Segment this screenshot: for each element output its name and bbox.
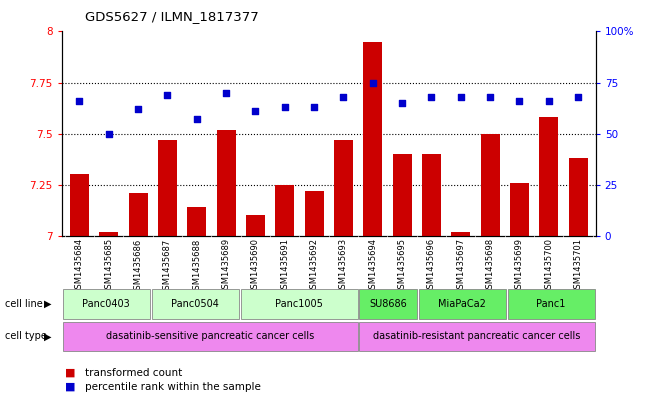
Bar (422, 154, 441, 236)
Bar (359, 322, 595, 351)
Bar (246, 215, 265, 236)
Bar (217, 130, 236, 236)
Bar (275, 185, 294, 236)
Text: Panc0403: Panc0403 (83, 299, 130, 309)
Text: cell line: cell line (5, 299, 43, 309)
Text: ▶: ▶ (44, 299, 52, 309)
Bar (334, 140, 353, 236)
Point (221, 90, 231, 96)
Bar (62, 322, 357, 351)
Bar (158, 140, 177, 236)
Text: GSM1435695: GSM1435695 (398, 238, 407, 294)
Bar (62, 289, 150, 319)
Text: GSM1435698: GSM1435698 (486, 238, 495, 294)
Text: GSM1435689: GSM1435689 (221, 238, 230, 294)
Text: GSM1435700: GSM1435700 (544, 238, 553, 294)
Point (485, 94, 495, 100)
Bar (99, 232, 118, 236)
Bar (152, 289, 239, 319)
Text: dasatinib-resistant pancreatic cancer cells: dasatinib-resistant pancreatic cancer ce… (374, 331, 581, 342)
Bar (451, 232, 470, 236)
Point (368, 79, 378, 86)
Text: ▶: ▶ (44, 331, 52, 342)
Bar (359, 289, 417, 319)
Bar (305, 191, 324, 236)
Text: GSM1435693: GSM1435693 (339, 238, 348, 294)
Text: GSM1435701: GSM1435701 (574, 238, 583, 294)
Point (133, 106, 143, 112)
Text: transformed count: transformed count (85, 367, 182, 378)
Point (456, 94, 466, 100)
Point (339, 94, 349, 100)
Point (514, 98, 525, 104)
Point (279, 104, 290, 110)
Bar (393, 154, 411, 236)
Text: GSM1435699: GSM1435699 (515, 238, 524, 294)
Bar (568, 158, 588, 236)
Text: cell type: cell type (5, 331, 47, 342)
Text: GSM1435685: GSM1435685 (104, 238, 113, 294)
Point (250, 108, 260, 114)
Text: percentile rank within the sample: percentile rank within the sample (85, 382, 260, 392)
Bar (510, 183, 529, 236)
Bar (70, 174, 89, 236)
Bar (241, 289, 357, 319)
Point (74, 98, 85, 104)
Bar (419, 289, 506, 319)
Point (104, 130, 114, 137)
Text: GSM1435691: GSM1435691 (281, 238, 289, 294)
Point (397, 100, 408, 106)
Bar (539, 117, 559, 236)
Text: ■: ■ (65, 382, 76, 392)
Text: SU8686: SU8686 (369, 299, 407, 309)
Text: GDS5627 / ILMN_1817377: GDS5627 / ILMN_1817377 (85, 10, 258, 23)
Point (309, 104, 319, 110)
Text: Panc0504: Panc0504 (171, 299, 219, 309)
Text: ■: ■ (65, 367, 76, 378)
Text: GSM1435697: GSM1435697 (456, 238, 465, 294)
Text: Panc1: Panc1 (536, 299, 566, 309)
Bar (128, 193, 148, 236)
Text: Panc1005: Panc1005 (275, 299, 323, 309)
Point (162, 92, 173, 98)
Text: MiaPaCa2: MiaPaCa2 (438, 299, 486, 309)
Point (544, 98, 554, 104)
Text: GSM1435692: GSM1435692 (310, 238, 318, 294)
Text: GSM1435686: GSM1435686 (133, 238, 143, 295)
Bar (480, 134, 499, 236)
Text: dasatinib-sensitive pancreatic cancer cells: dasatinib-sensitive pancreatic cancer ce… (106, 331, 314, 342)
Text: GSM1435696: GSM1435696 (427, 238, 436, 294)
Point (573, 94, 583, 100)
Bar (187, 207, 206, 236)
Point (191, 116, 202, 123)
Text: GSM1435694: GSM1435694 (368, 238, 377, 294)
Text: GSM1435690: GSM1435690 (251, 238, 260, 294)
Bar (363, 42, 382, 236)
Text: GSM1435687: GSM1435687 (163, 238, 172, 295)
Point (426, 94, 437, 100)
Bar (508, 289, 595, 319)
Text: GSM1435684: GSM1435684 (75, 238, 84, 294)
Text: GSM1435688: GSM1435688 (192, 238, 201, 295)
